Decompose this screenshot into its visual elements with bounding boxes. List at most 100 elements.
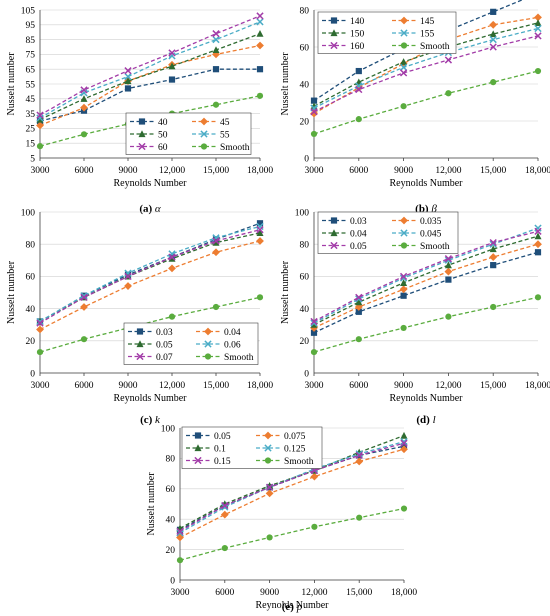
data-point: [168, 254, 176, 262]
legend-marker: [138, 130, 146, 138]
data-point: [399, 285, 408, 294]
series-line: [39, 296, 261, 353]
legend-entry: 140: [322, 17, 365, 27]
legend-label: 145: [420, 17, 435, 27]
series-line: [313, 230, 539, 323]
legend-label: 140: [350, 17, 365, 27]
data-point: [80, 336, 88, 343]
data-point: [534, 249, 542, 256]
series-0-03: [36, 220, 264, 325]
legend-entry: 0.03: [322, 217, 367, 227]
series-0-03: [310, 249, 542, 336]
legend-label: 50: [158, 130, 168, 140]
y-tick-label: 105: [21, 6, 36, 16]
data-point: [355, 293, 363, 301]
legend-marker: [138, 142, 146, 151]
legend-marker: [136, 328, 144, 335]
data-point: [445, 276, 452, 283]
legend-entry: 50: [130, 130, 168, 140]
legend-marker: [400, 42, 408, 49]
data-point: [310, 348, 318, 356]
legend-label: 155: [420, 29, 435, 39]
x-axis-label: Reynolds Number: [389, 178, 463, 189]
data-point: [266, 534, 273, 541]
x-tick-label: 3000: [171, 588, 190, 598]
data-point: [176, 557, 184, 564]
data-point: [489, 35, 497, 44]
legend-entry: 155: [392, 29, 435, 39]
legend-marker: [200, 143, 208, 150]
caption-symbol: β: [430, 203, 437, 215]
legend-label: 0.06: [224, 340, 241, 350]
y-tick-label: 0: [170, 576, 175, 586]
chart-panel: 0 20 40 60 80 100 3000 6000 9000 12,000 15,000 18,0…: [146, 424, 417, 613]
series-0-15: [176, 439, 408, 535]
data-point: [400, 103, 407, 110]
x-tick-label: 18,000: [391, 588, 417, 598]
x-tick-label: 6000: [349, 166, 368, 176]
data-point: [489, 30, 497, 38]
data-point: [36, 317, 44, 326]
x-tick-label: 9000: [394, 166, 413, 176]
legend-label: 160: [350, 42, 365, 52]
x-axis-label: Reynolds Number: [255, 600, 329, 611]
legend-entry: 0.07: [128, 353, 173, 363]
x-tick-label: 6000: [75, 381, 94, 391]
series-line: [39, 33, 261, 121]
data-point: [310, 108, 318, 116]
legend-label: 0.03: [156, 328, 173, 338]
y-tick-label: 100: [161, 424, 176, 434]
x-tick-label: 9000: [260, 588, 279, 598]
data-point: [310, 97, 318, 104]
legend-entry: 40: [130, 118, 168, 128]
x-tick-label: 6000: [75, 166, 94, 176]
data-point: [400, 279, 408, 286]
legend-marker: [400, 242, 408, 249]
x-tick-label: 18,000: [247, 381, 273, 391]
data-point: [534, 13, 542, 22]
data-point: [256, 92, 264, 99]
y-tick-label: 100: [21, 208, 36, 218]
data-point: [36, 348, 44, 356]
x-tick-label: 15,000: [346, 588, 372, 598]
y-tick-label: 20: [26, 337, 36, 347]
data-point: [490, 262, 497, 269]
series-line: [313, 35, 539, 113]
series-smooth: [310, 294, 542, 356]
legend-marker: [204, 340, 212, 348]
series-line: [39, 240, 261, 331]
legend-label: 0.07: [156, 353, 173, 363]
legend-entry: 0.075: [256, 431, 306, 442]
data-point: [212, 237, 220, 245]
x-tick-label: 15,000: [203, 381, 229, 391]
series-line: [39, 21, 261, 119]
data-point: [534, 227, 542, 235]
data-point: [355, 116, 362, 123]
data-point: [124, 72, 132, 81]
series-line: [39, 68, 260, 122]
legend-entry: 0.06: [196, 340, 241, 350]
data-point: [490, 79, 497, 86]
data-point: [256, 220, 264, 227]
y-axis-label: Nusselt number: [146, 472, 157, 536]
series-line: [179, 507, 405, 561]
data-point: [80, 103, 88, 112]
data-point: [400, 445, 408, 454]
data-point: [489, 238, 497, 247]
legend-entry: 0.15: [186, 457, 231, 467]
data-point: [256, 226, 264, 234]
x-tick-label: 15,000: [480, 381, 506, 391]
data-point: [444, 267, 453, 276]
data-point: [399, 69, 408, 77]
legend-marker: [136, 352, 144, 361]
data-point: [256, 237, 264, 245]
data-point: [124, 282, 132, 290]
data-point: [311, 523, 318, 530]
data-point: [489, 245, 497, 253]
legend-entry: Smooth: [392, 242, 450, 252]
data-point: [80, 131, 88, 138]
caption-letter: (d): [416, 414, 430, 426]
legend-label: Smooth: [220, 143, 250, 153]
data-point: [212, 66, 220, 73]
caption-symbol: α: [155, 203, 161, 215]
